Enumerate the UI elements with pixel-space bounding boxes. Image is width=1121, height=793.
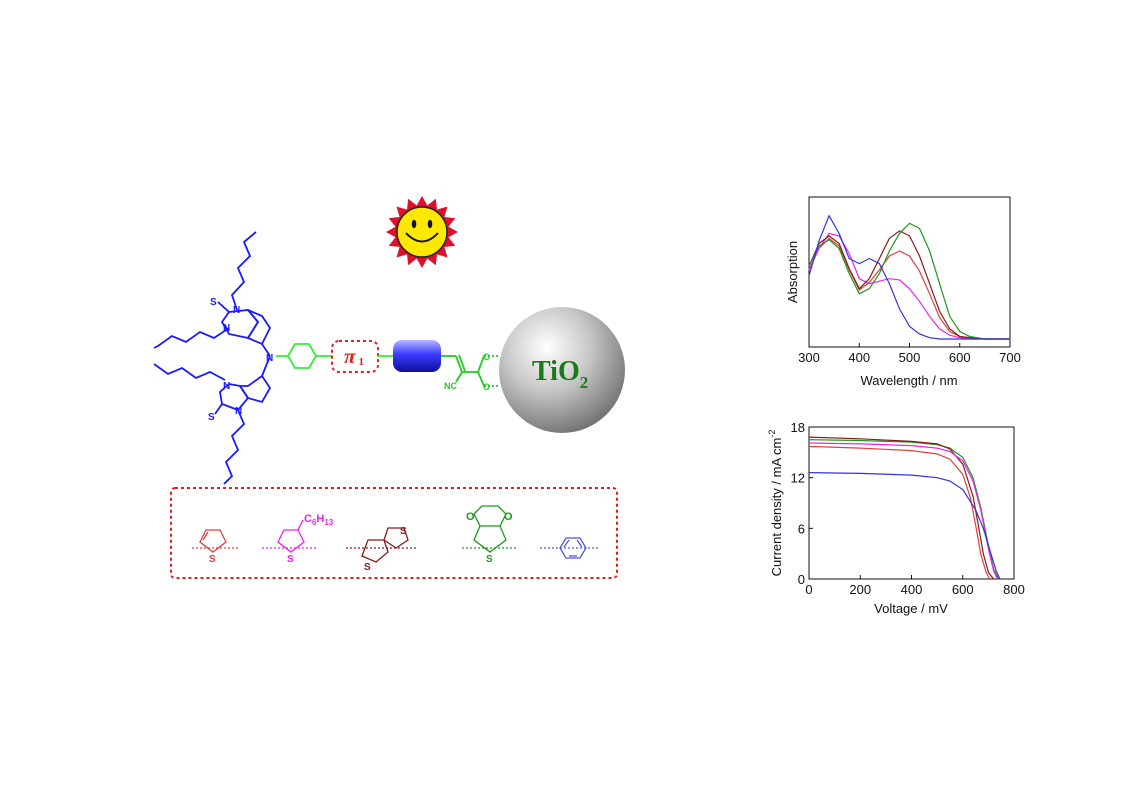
jv-series-line-3 [808,442,998,580]
benzene-structure [540,537,600,559]
edot-structure [462,505,518,553]
jv-x-tick-label: 400 [901,582,923,597]
jv-y-tick-label: 18 [791,420,805,435]
hexyl-substituent-label: C6H13 [304,513,334,527]
absorption-y-axis-label: Absorption [785,241,800,303]
jv-series-line-4 [808,472,1001,580]
absorption-series [808,214,1010,340]
edot-oxygen-label-left: O [466,511,475,523]
jv-x-axis-label: Voltage / mV [874,601,948,616]
jv-y-tick-label: 12 [791,471,805,486]
absorption-chart: 300 400 500 600 700 Wavelength / nm Absorpti… [785,196,1021,388]
sun-left-eye [411,219,417,229]
jv-ticks: 0 200 400 600 800 0 6 12 18 [791,420,1025,597]
edot-sulfur-label: S [486,554,493,565]
absorption-plot-area [808,196,1011,348]
cyanoacrylic-anchor [441,354,498,387]
nitrogen-label-lower-2: N [235,406,242,417]
cyano-label: NC [444,381,457,391]
jv-series-line-1 [808,436,994,580]
thienothiophene-structure [346,527,418,563]
benzene-ring-lower [238,374,272,404]
thienothiophene-sulfur-label-lower: S [364,562,371,573]
alkyl-chain-top [230,231,257,311]
pi-bridge-options-box [170,487,618,579]
alkyl-chain-lower-left [153,363,226,381]
absorption-x-tick-label: 500 [899,350,921,365]
absorption-x-ticks: 300 400 500 600 700 [798,343,1021,365]
jv-series-line-2 [808,445,991,580]
absorption-series-line-2 [808,230,1010,340]
jv-y-tick-label: 6 [798,521,805,536]
sulfur-label-upper: S [210,297,217,308]
absorption-series-line-3 [808,222,1010,340]
absorption-series-line-4 [808,214,1010,340]
tio2-sphere [499,307,625,433]
alkyl-chain-upper-left [153,327,230,349]
thiophene-structure [192,529,238,553]
jv-y-tick-label: 0 [798,572,805,587]
thiophene-sulfur-label: S [209,554,216,565]
jv-x-tick-label: 600 [952,582,974,597]
hexylthiophene-structure [262,519,318,553]
nitrogen-label-upper-1: N [233,305,240,316]
alkyl-chain-bottom [223,409,246,485]
oxygen-label-lower: O [483,382,490,392]
absorption-x-tick-label: 400 [848,350,870,365]
auxiliary-acceptor-block [393,340,441,372]
nitrogen-label-center: N [266,353,273,364]
nitrogen-label-upper-2: N [223,323,230,334]
absorption-x-axis-label: Wavelength / nm [860,373,957,388]
sun-right-eye [427,219,433,229]
absorption-x-tick-label: 300 [798,350,820,365]
sulfur-label-lower: S [208,412,215,423]
jv-chart: 0 200 400 600 800 0 6 12 18 Voltage / mV Current… [767,420,1025,616]
jv-x-tick-label: 200 [849,582,871,597]
phenyl-linker [276,343,332,369]
sun-face [396,206,448,258]
absorption-series-line-1 [808,232,1010,340]
benzene-ring-upper [246,309,272,346]
absorption-x-tick-label: 700 [999,350,1021,365]
tio2-label: TiO2 [532,356,588,392]
oxygen-label-upper: O [483,352,490,362]
absorption-x-tick-label: 600 [949,350,971,365]
edot-oxygen-label-right: O [504,511,513,523]
jv-y-axis-label: Current density / mA cm-2 [767,430,784,577]
jv-x-tick-label: 800 [1003,582,1025,597]
jv-plot-area [808,426,1015,580]
hexylthiophene-sulfur-label: S [287,554,294,565]
thienothiophene-sulfur-label-upper: S [400,526,407,537]
pi-bridge-box [331,340,379,373]
donor-triphenylamine [153,231,272,485]
jv-x-tick-label: 0 [805,582,812,597]
sun-smile [405,232,439,243]
jv-series [808,436,1001,580]
nitrogen-label-lower-1: N [223,381,230,392]
sun-icon [386,196,458,268]
